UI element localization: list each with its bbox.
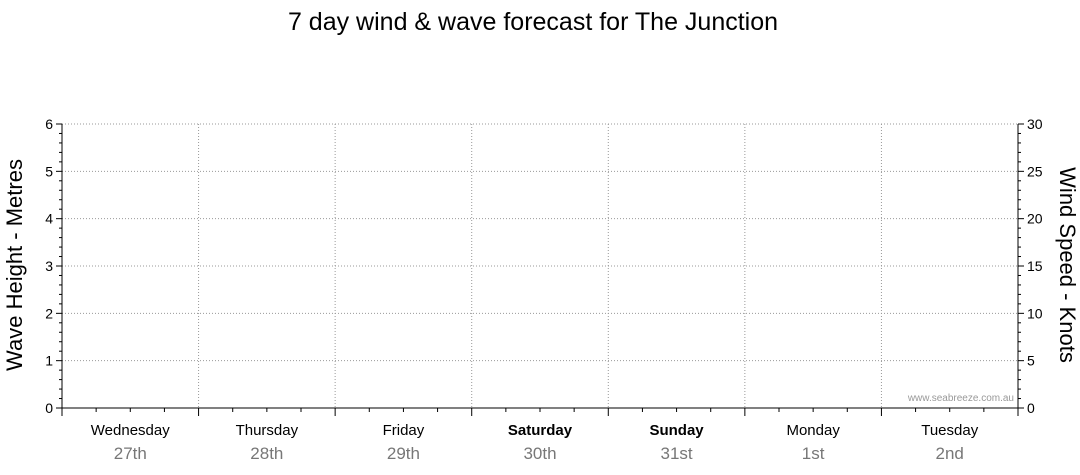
left-tick-label: 3 <box>45 258 53 274</box>
left-tick-label: 4 <box>45 211 53 227</box>
day-labels: Wednesday 27th Thursday 28th Friday 29th Satur… <box>91 422 979 463</box>
day-date-label: 2nd <box>936 444 964 463</box>
right-tick-label: 10 <box>1027 305 1043 321</box>
right-tick-label: 15 <box>1027 258 1043 274</box>
day-name-label: Wednesday <box>91 422 170 439</box>
day-name-label: Sunday <box>649 422 704 439</box>
left-axis-label: Wave Height - Metres <box>2 159 27 371</box>
day-date-label: 29th <box>387 444 420 463</box>
right-tick-label: 0 <box>1027 400 1035 416</box>
right-axis-label: Wind Speed - Knots <box>1055 167 1080 363</box>
day-date-label: 1st <box>802 444 825 463</box>
day-name-label: Saturday <box>508 422 573 439</box>
left-axis-ticks: 0 1 2 3 4 5 6 <box>45 116 62 416</box>
watermark: www.seabreeze.com.au <box>907 393 1014 404</box>
left-tick-label: 2 <box>45 305 53 321</box>
day-name-label: Friday <box>383 422 425 439</box>
axes <box>61 124 1019 416</box>
day-date-label: 27th <box>114 444 147 463</box>
left-tick-label: 1 <box>45 353 53 369</box>
day-name-label: Monday <box>786 422 840 439</box>
day-name-label: Tuesday <box>921 422 978 439</box>
grid-lines <box>62 123 1018 408</box>
right-tick-label: 5 <box>1027 353 1035 369</box>
day-date-label: 30th <box>523 444 556 463</box>
right-tick-label: 20 <box>1027 211 1043 227</box>
left-tick-label: 5 <box>45 163 53 179</box>
right-tick-label: 30 <box>1027 116 1043 132</box>
day-date-label: 28th <box>250 444 283 463</box>
chart-title: 7 day wind & wave forecast for The Junct… <box>288 8 778 36</box>
day-name-label: Thursday <box>236 422 299 439</box>
left-tick-label: 6 <box>45 116 53 132</box>
right-axis-ticks: 0 5 10 15 20 25 30 <box>1018 116 1043 416</box>
right-tick-label: 25 <box>1027 163 1043 179</box>
day-date-label: 31st <box>661 444 693 463</box>
left-tick-label: 0 <box>45 400 53 416</box>
